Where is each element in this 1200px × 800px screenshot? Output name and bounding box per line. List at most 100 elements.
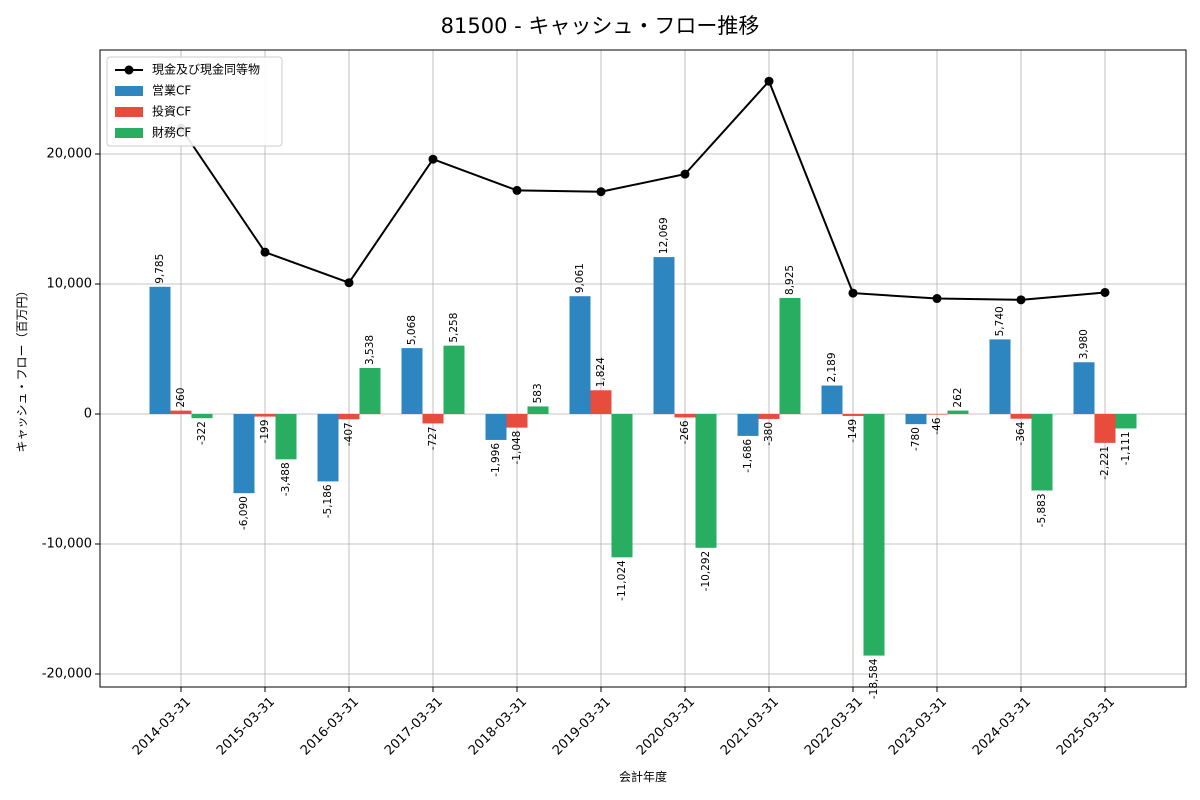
bar-operating-cf <box>401 348 423 414</box>
bar-financing-cf <box>779 297 801 414</box>
y-tick-label: -10,000 <box>42 537 92 552</box>
bar-value-label: -46 <box>931 417 943 434</box>
cash-point <box>848 288 858 298</box>
bar-operating-cf <box>989 339 1011 414</box>
bar-investing-cf <box>926 414 948 415</box>
bar-value-label: -5,186 <box>322 484 334 518</box>
bar-value-label: -780 <box>910 427 922 451</box>
bar-value-label: -1,111 <box>1120 431 1132 465</box>
bar-value-label: 260 <box>175 388 187 408</box>
bar-investing-cf <box>506 414 528 428</box>
bar-value-label: 12,069 <box>658 217 670 254</box>
legend-label: 財務CF <box>152 125 191 140</box>
bar-investing-cf <box>1094 414 1116 443</box>
cash-point <box>1016 295 1026 305</box>
x-tick-label: 2019-03-31 <box>550 694 614 758</box>
bar-value-label: -3,488 <box>280 462 292 496</box>
bar-value-label: -380 <box>763 422 775 446</box>
bar-operating-cf <box>233 414 255 494</box>
bar-investing-cf <box>842 414 864 416</box>
cash-point <box>428 154 438 164</box>
bar-value-label: 2,189 <box>826 352 838 382</box>
bar-operating-cf <box>569 296 591 414</box>
bar-investing-cf <box>590 390 612 414</box>
bar-value-label: 5,258 <box>448 313 460 343</box>
bar-operating-cf <box>485 414 507 440</box>
cash-line <box>180 79 1106 301</box>
bar-financing-cf <box>947 410 969 414</box>
bar-value-label: -199 <box>259 420 271 444</box>
y-axis-title: キャッシュ・フロー（百万円） <box>15 284 29 452</box>
y-tick-label: 20,000 <box>47 147 93 162</box>
legend-swatch <box>115 128 143 138</box>
bar-operating-cf <box>737 414 759 436</box>
bar-value-label: 3,538 <box>364 335 376 365</box>
x-axis-title: 会計年度 <box>619 769 667 784</box>
bar-value-label: -2,221 <box>1099 446 1111 480</box>
bar-operating-cf <box>653 257 675 414</box>
bar-operating-cf <box>1073 362 1095 414</box>
y-tick-label: 0 <box>84 407 92 422</box>
bar-financing-cf <box>443 345 465 414</box>
cash-point <box>932 294 942 304</box>
legend-marker-cash <box>124 65 134 75</box>
bar-value-label: -11,024 <box>616 560 628 601</box>
legend-label: 現金及び現金同等物 <box>152 62 260 77</box>
legend-label: 営業CF <box>152 84 191 98</box>
cash-point <box>512 185 522 195</box>
y-tick-label: -20,000 <box>42 667 92 682</box>
x-tick-label: 2023-03-31 <box>886 694 950 758</box>
bar-financing-cf <box>695 414 717 548</box>
bar-value-label: -6,090 <box>238 496 250 530</box>
bar-value-label: -1,996 <box>490 443 502 477</box>
bar-financing-cf <box>191 414 213 419</box>
bar-investing-cf <box>254 414 276 417</box>
bar-value-label: -149 <box>847 419 859 443</box>
legend-swatch <box>115 86 143 96</box>
bar-financing-cf <box>527 406 549 414</box>
bar-value-label: -1,048 <box>511 431 523 465</box>
x-tick-label: 2018-03-31 <box>466 694 530 758</box>
bar-investing-cf <box>422 414 444 424</box>
bar-operating-cf <box>821 385 843 414</box>
legend-label: 投資CF <box>152 104 191 119</box>
bar-value-label: 1,824 <box>595 357 607 387</box>
chart-title: 81500 - キャッシュ・フロー推移 <box>440 14 760 38</box>
cash-point <box>344 278 354 288</box>
legend-swatch <box>115 107 143 117</box>
bar-value-label: -10,292 <box>700 551 712 592</box>
bar-value-label: 3,980 <box>1078 329 1090 359</box>
x-tick-label: 2025-03-31 <box>1054 694 1118 758</box>
cash-point <box>764 76 774 86</box>
legend-box <box>106 56 283 147</box>
bar-value-label: 8,925 <box>784 265 796 295</box>
bar-value-label: -266 <box>679 420 691 444</box>
bar-financing-cf <box>1031 414 1053 491</box>
bar-value-label: -727 <box>427 426 439 450</box>
bar-operating-cf <box>149 286 171 414</box>
bar-financing-cf <box>359 368 381 414</box>
x-tick-label: 2021-03-31 <box>718 694 782 758</box>
bar-value-label: -407 <box>343 422 355 446</box>
bar-investing-cf <box>170 410 192 414</box>
x-tick-label: 2020-03-31 <box>634 694 698 758</box>
bar-financing-cf <box>611 414 633 558</box>
y-tick-label: 10,000 <box>47 277 93 292</box>
bar-value-label: -1,686 <box>742 439 754 473</box>
bar-financing-cf <box>863 414 885 656</box>
bar-value-label: 5,740 <box>994 306 1006 336</box>
bar-value-label: 9,061 <box>574 263 586 293</box>
cash-point <box>596 187 606 197</box>
bar-value-label: -322 <box>196 421 208 445</box>
x-tick-label: 2014-03-31 <box>130 694 194 758</box>
bar-value-label: 583 <box>532 383 544 403</box>
bar-financing-cf <box>275 414 297 460</box>
x-tick-label: 2024-03-31 <box>970 694 1034 758</box>
x-tick-label: 2015-03-31 <box>214 694 278 758</box>
bar-value-label: 9,785 <box>154 254 166 284</box>
bar-value-label: -5,883 <box>1036 493 1048 527</box>
x-tick-label: 2016-03-31 <box>298 694 362 758</box>
bar-value-label: -18,584 <box>868 658 880 699</box>
